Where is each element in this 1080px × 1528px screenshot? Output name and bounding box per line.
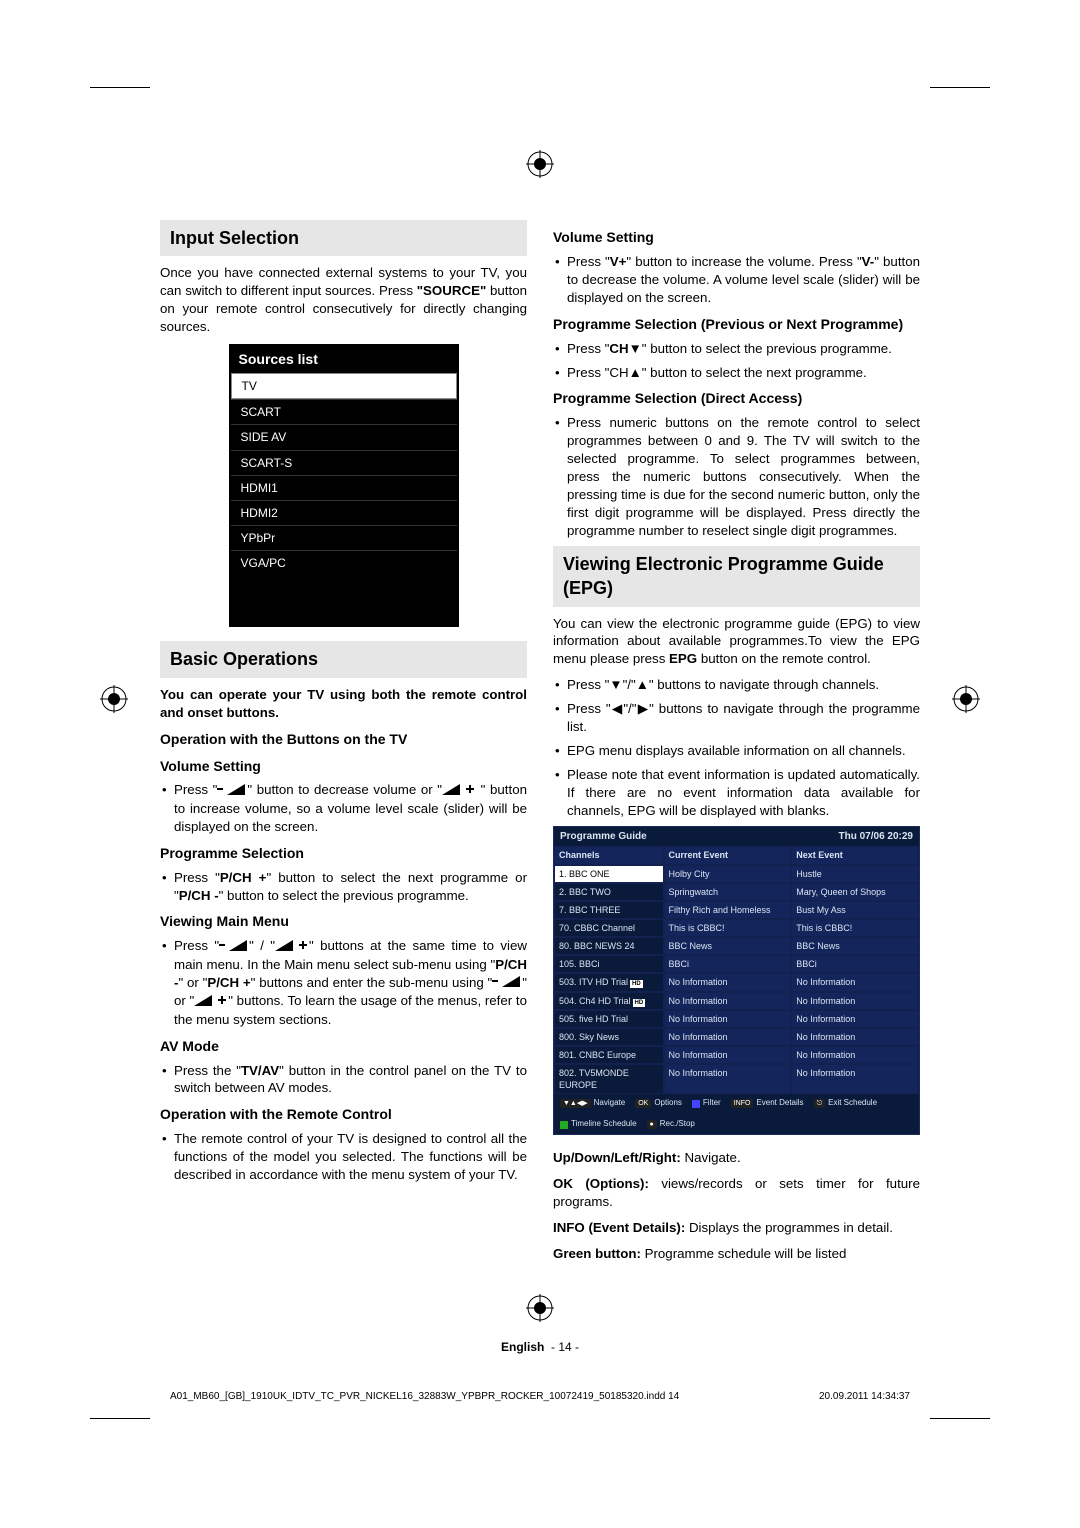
epg-key-label: Rec./Stop <box>660 1119 695 1130</box>
heading-input-selection: Input Selection <box>160 220 527 256</box>
epg-row: 800. Sky NewsNo InformationNo Informatio… <box>554 1028 919 1046</box>
sources-list-item: SCART-S <box>231 450 457 475</box>
list-item: Press "P/CH +" button to select the next… <box>160 869 527 905</box>
subheading: Operation with the Buttons on the TV <box>160 730 527 749</box>
para: Green button: Programme schedule will be… <box>553 1245 920 1263</box>
subheading: Programme Selection (Direct Access) <box>553 389 920 408</box>
sources-list-item: SIDE AV <box>231 424 457 449</box>
heading-basic-operations: Basic Operations <box>160 641 527 677</box>
para: Once you have connected external systems… <box>160 264 527 336</box>
list-item: Press "" / "" buttons at the same time t… <box>160 937 527 1028</box>
epg-col-header: Current Event <box>664 846 792 864</box>
crop-mark <box>930 1418 990 1448</box>
epg-row: 505. five HD TrialNo InformationNo Infor… <box>554 1010 919 1028</box>
subheading: Programme Selection (Previous or Next Pr… <box>553 315 920 334</box>
epg-row: 80. BBC NEWS 24BBC NewsBBC News <box>554 937 919 955</box>
para: INFO (Event Details): Displays the progr… <box>553 1219 920 1237</box>
para: You can view the electronic programme gu… <box>553 615 920 669</box>
epg-row: 105. BBCiBBCiBBCi <box>554 955 919 973</box>
volume-down-icon <box>217 782 247 800</box>
sources-list-item: YPbPr <box>231 525 457 550</box>
epg-row: 504. Ch4 HD TrialHDNo InformationNo Info… <box>554 992 919 1010</box>
sources-list-item: TV <box>231 373 457 399</box>
volume-down-icon <box>219 938 249 956</box>
epg-row: 503. ITV HD TrialHDNo InformationNo Info… <box>554 973 919 991</box>
file-path: A01_MB60_[GB]_1910UK_IDTV_TC_PVR_NICKEL1… <box>170 1391 679 1402</box>
epg-key-label: Options <box>654 1098 682 1109</box>
registration-mark <box>100 685 128 713</box>
sources-list-title: Sources list <box>231 346 457 373</box>
subheading: AV Mode <box>160 1037 527 1056</box>
epg-title: Programme Guide <box>560 830 647 844</box>
page-content: Input Selection Once you have connected … <box>160 220 920 1271</box>
list-item: EPG menu displays available information … <box>553 742 920 760</box>
volume-up-icon <box>442 782 476 800</box>
epg-date: Thu 07/06 20:29 <box>839 830 913 844</box>
para: OK (Options): views/records or sets time… <box>553 1175 920 1211</box>
epg-row: 1. BBC ONEHolby CityHustle <box>554 865 919 883</box>
registration-mark <box>952 685 980 713</box>
para-lead: You can operate your TV using both the r… <box>160 686 527 722</box>
epg-col-header: Channels <box>554 846 664 864</box>
heading-epg: Viewing Electronic Programme Guide (EPG) <box>553 546 920 607</box>
epg-row: 70. CBBC ChannelThis is CBBC!This is CBB… <box>554 919 919 937</box>
sources-list-box: Sources list TVSCARTSIDE AVSCART-SHDMI1H… <box>229 344 459 627</box>
epg-col-header: Next Event <box>791 846 919 864</box>
subheading: Volume Setting <box>160 757 527 776</box>
crop-mark <box>930 58 990 88</box>
epg-key-label: Navigate <box>594 1098 626 1109</box>
volume-up-icon <box>194 993 228 1011</box>
list-item: Please note that event information is up… <box>553 766 920 820</box>
list-item: Press the "TV/AV" button in the control … <box>160 1062 527 1098</box>
epg-row: 802. TV5MONDE EUROPENo InformationNo Inf… <box>554 1064 919 1094</box>
epg-key-label: Filter <box>703 1098 721 1109</box>
list-item: Press "▼"/"▲" buttons to navigate throug… <box>553 676 920 694</box>
epg-key-label: Timeline Schedule <box>571 1119 637 1130</box>
sources-list-item: HDMI1 <box>231 475 457 500</box>
epg-row: 2. BBC TWOSpringwatchMary, Queen of Shop… <box>554 883 919 901</box>
epg-key-label: Event Details <box>756 1098 803 1109</box>
volume-up-icon <box>275 938 309 956</box>
sources-list-item: HDMI2 <box>231 500 457 525</box>
timestamp: 20.09.2011 14:34:37 <box>819 1391 910 1402</box>
list-item: Press "V+" button to increase the volume… <box>553 253 920 307</box>
print-meta: A01_MB60_[GB]_1910UK_IDTV_TC_PVR_NICKEL1… <box>0 1391 1080 1402</box>
list-item: The remote control of your TV is designe… <box>160 1130 527 1184</box>
list-item: Press "" button to decrease volume or " … <box>160 781 527 835</box>
sources-list-item: VGA/PC <box>231 550 457 575</box>
subheading: Programme Selection <box>160 844 527 863</box>
sources-list-item: SCART <box>231 399 457 424</box>
para: Up/Down/Left/Right: Navigate. <box>553 1149 920 1167</box>
right-column: Volume Setting Press "V+" button to incr… <box>553 220 920 1271</box>
epg-row: 801. CNBC EuropeNo InformationNo Informa… <box>554 1046 919 1064</box>
epg-table: Programme Guide Thu 07/06 20:29 Channels… <box>553 826 920 1135</box>
epg-key-label: Exit Schedule <box>828 1098 877 1109</box>
list-item: Press "CH▼" button to select the previou… <box>553 340 920 358</box>
epg-footer: ▼▲◀▶Navigate OKOptions Filter INFOEvent … <box>554 1094 919 1134</box>
subheading: Volume Setting <box>553 228 920 247</box>
list-item: Press numeric buttons on the remote cont… <box>553 414 920 540</box>
page-footer: English - 14 - <box>501 1340 579 1354</box>
epg-row: 7. BBC THREEFilthy Rich and HomelessBust… <box>554 901 919 919</box>
crop-mark <box>90 58 150 88</box>
volume-down-icon <box>492 974 522 992</box>
registration-mark <box>526 150 554 178</box>
crop-mark <box>90 1418 150 1448</box>
list-item: Press "CH▲" button to select the next pr… <box>553 364 920 382</box>
registration-mark <box>526 1294 554 1322</box>
subheading: Viewing Main Menu <box>160 912 527 931</box>
left-column: Input Selection Once you have connected … <box>160 220 527 1271</box>
list-item: Press "◀"/"▶" buttons to navigate throug… <box>553 700 920 736</box>
subheading: Operation with the Remote Control <box>160 1105 527 1124</box>
